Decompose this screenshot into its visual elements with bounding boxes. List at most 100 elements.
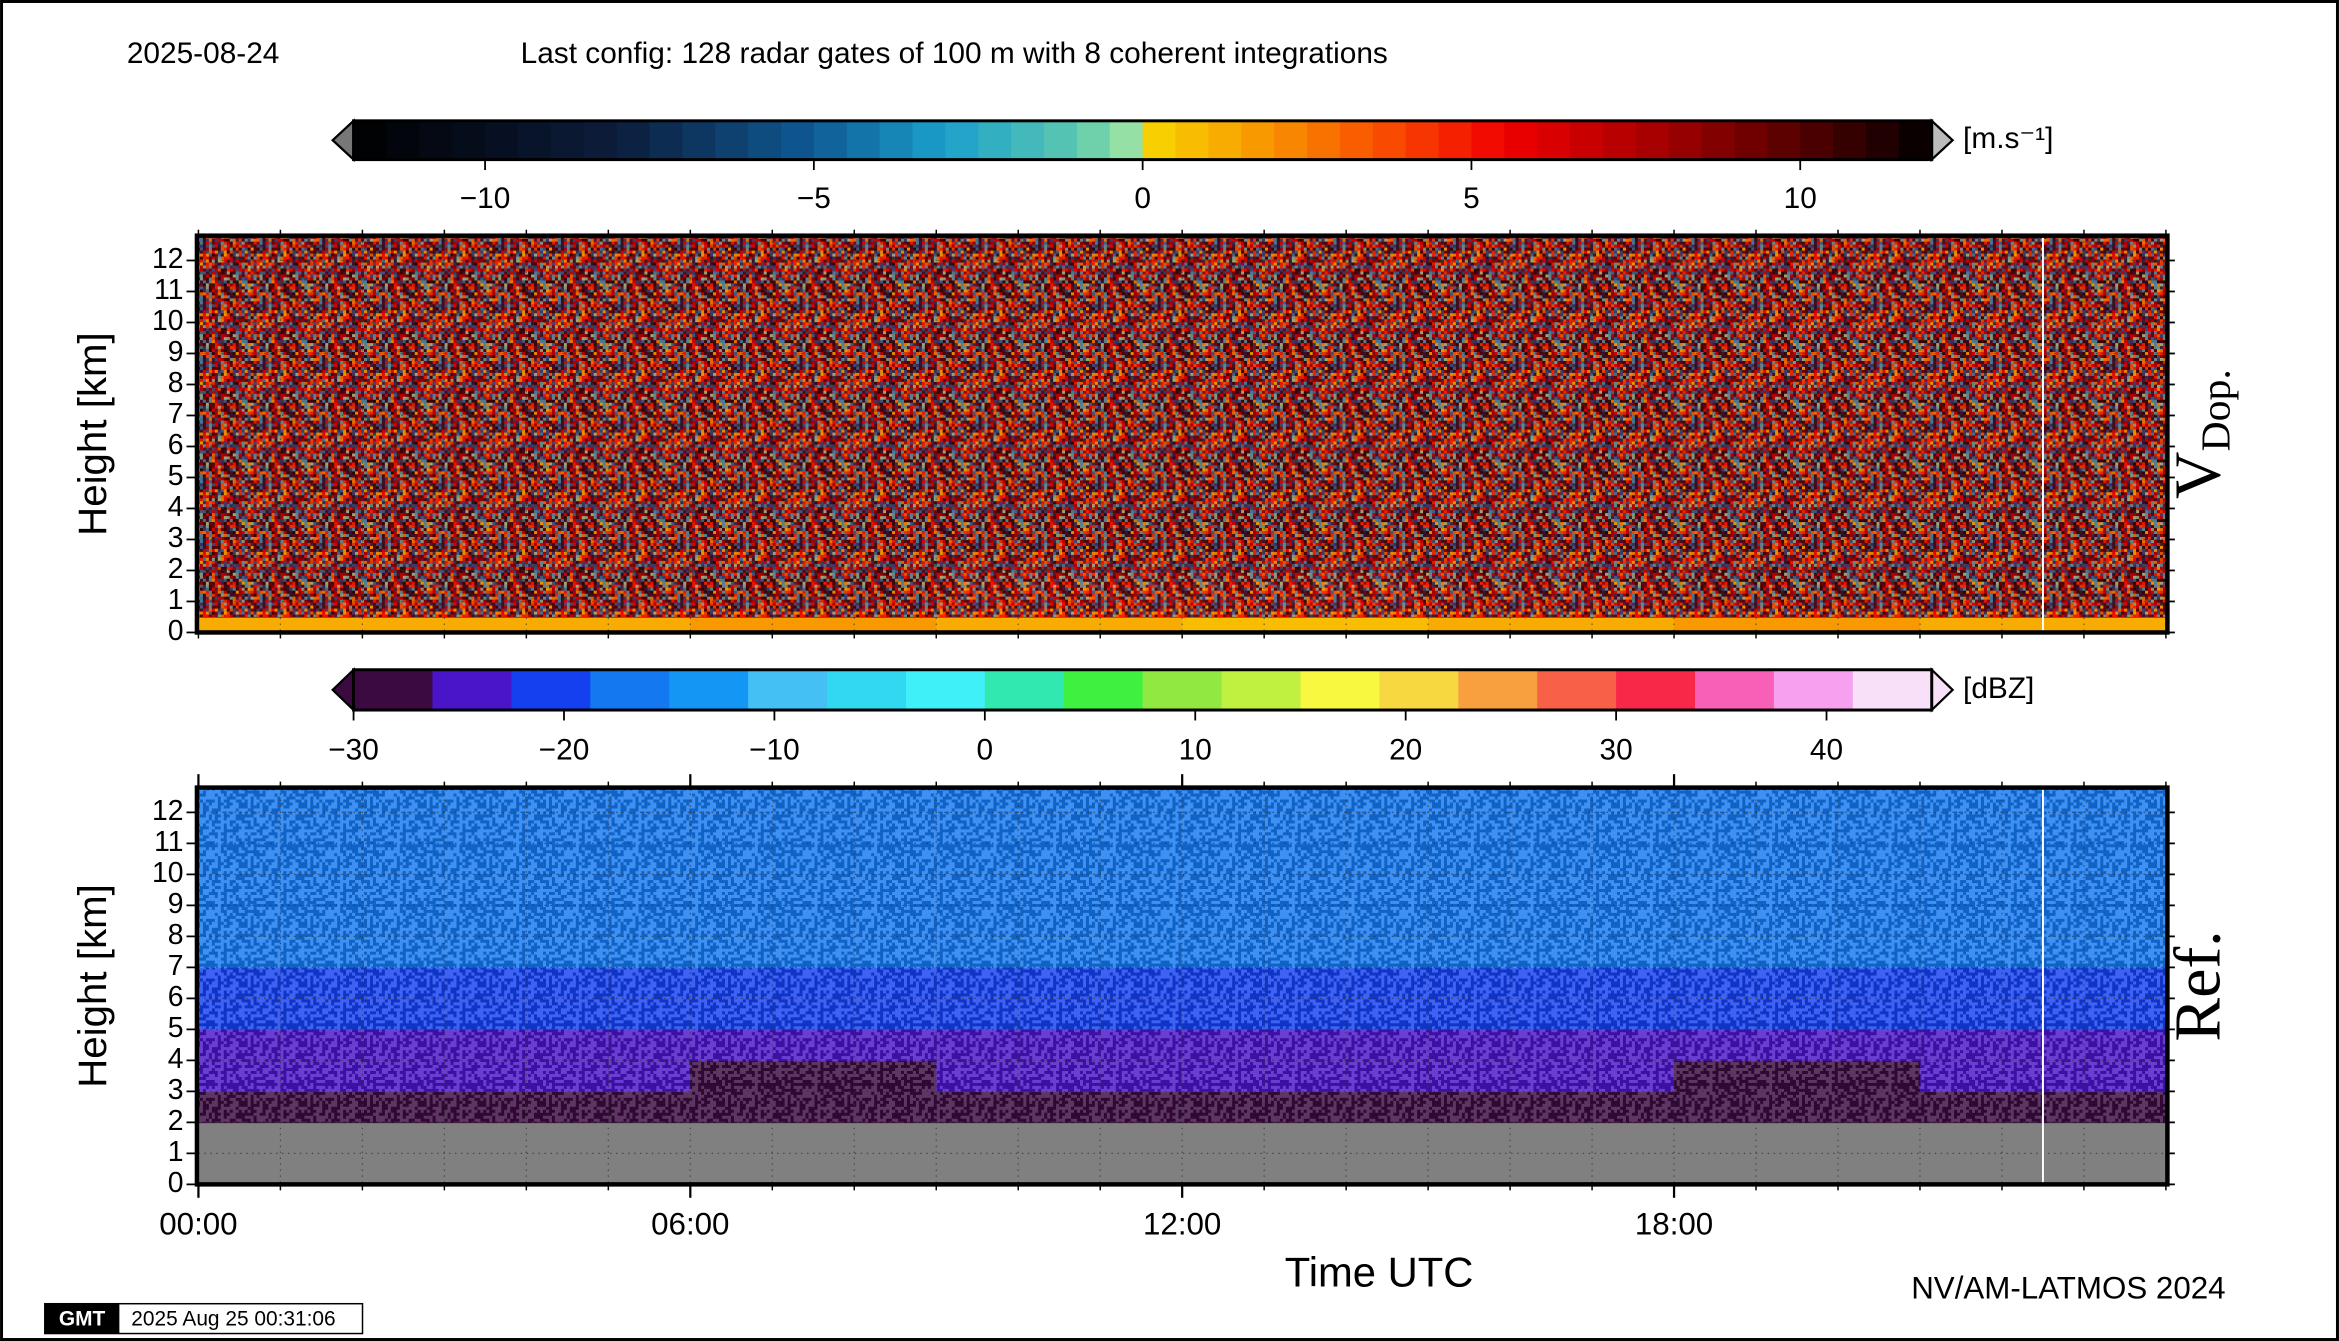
x-tick-label: 12:00 — [1143, 1206, 1221, 1241]
colorbar-swatch — [1076, 120, 1111, 160]
colorbar-swatch — [1011, 120, 1045, 160]
heatmap-cell — [444, 616, 692, 634]
heatmap-cell — [690, 1168, 937, 1186]
colorbar-swatch — [550, 120, 585, 160]
y-tick-label: 3 — [168, 522, 184, 554]
colorbar-swatch — [1471, 120, 1505, 160]
colorbar-unit: [m.s⁻¹] — [1963, 122, 2053, 155]
heatmap-cell — [198, 1168, 446, 1186]
logo-box — [44, 1303, 120, 1334]
title: Last config: 128 radar gates of 100 m wi… — [521, 37, 1388, 70]
colorbar-swatch — [1695, 669, 1775, 711]
y-tick-label: 10 — [152, 857, 184, 889]
y-tick-label: 11 — [154, 274, 183, 306]
colorbar-tick-label: −10 — [460, 182, 511, 215]
colorbar-swatch — [1438, 120, 1473, 160]
colorbar-swatch — [1773, 669, 1854, 711]
colorbar-tick-label: 10 — [1179, 734, 1212, 767]
heatmap-cell — [1182, 1153, 1429, 1170]
panel-label-sub: Dop. — [2193, 369, 2239, 451]
panel-label: VDop. — [2163, 369, 2239, 499]
colorbar-swatch — [353, 120, 388, 160]
colorbar-swatch — [616, 120, 651, 160]
heatmap-cell — [690, 1153, 937, 1170]
colorbar-swatch — [419, 120, 453, 160]
colorbar-swatch — [1208, 120, 1242, 160]
heatmap-cell — [1674, 1168, 1921, 1186]
timestamp: 2025 Aug 25 00:31:06 — [131, 1308, 335, 1331]
colorbar-swatch — [780, 120, 815, 160]
colorbar-swatch — [1734, 120, 1768, 160]
colorbar-swatch — [452, 120, 486, 160]
x-tick-label: 18:00 — [1635, 1206, 1713, 1241]
y-axis-label: Height [km] — [70, 884, 115, 1088]
heatmap-cell — [936, 616, 1183, 634]
y-tick-label: 10 — [152, 305, 184, 337]
heatmap-cell — [1674, 1122, 1921, 1155]
y-tick-label: 12 — [152, 243, 184, 275]
heatmap-cell — [936, 1122, 1183, 1155]
colorbar-swatch — [1570, 120, 1604, 160]
colorbar-swatch — [1175, 120, 1210, 160]
y-axis-label: Height [km] — [70, 332, 115, 536]
heatmap-cell — [444, 1168, 692, 1186]
colorbar-swatch — [1833, 120, 1867, 160]
y-tick-label: 3 — [168, 1074, 184, 1106]
colorbar-swatch — [1241, 120, 1275, 160]
heatmap-cell — [1428, 1122, 1675, 1155]
colorbar-tick-label: 40 — [1810, 734, 1843, 767]
colorbar-swatch — [1767, 120, 1801, 160]
colorbar-swatch — [386, 120, 420, 160]
y-tick-label: 6 — [168, 429, 184, 461]
colorbar-tick-label: 30 — [1600, 734, 1633, 767]
heatmap-cell — [1182, 1122, 1429, 1155]
colorbar-swatch — [1109, 120, 1144, 160]
heatmap-cell — [1428, 616, 1675, 634]
heatmap-cell — [936, 1153, 1183, 1170]
y-tick-label: 9 — [168, 888, 184, 920]
panel-label: Ref. — [2163, 930, 2235, 1041]
x-tick-label: 06:00 — [651, 1206, 729, 1241]
y-tick-label: 5 — [168, 460, 184, 492]
colorbar-swatch — [1616, 669, 1696, 711]
heatmap-cell — [1182, 616, 1429, 634]
colorbar-tick-label: −20 — [539, 734, 590, 767]
colorbar-swatch — [1668, 120, 1703, 160]
y-tick-label: 2 — [168, 553, 184, 585]
colorbar-swatch — [511, 669, 591, 711]
colorbar-swatch — [1372, 120, 1407, 160]
y-tick-label: 12 — [152, 795, 184, 827]
colorbar-swatch — [978, 120, 1012, 160]
colorbar-swatch — [1221, 669, 1302, 711]
colorbar-swatch — [1635, 120, 1670, 160]
colorbar-swatch — [353, 669, 434, 711]
colorbar-swatch — [1142, 669, 1223, 711]
colorbar-swatch — [1537, 120, 1571, 160]
colorbar-swatch — [879, 120, 914, 160]
colorbar-swatch — [669, 669, 749, 711]
colorbar-swatch — [1504, 120, 1538, 160]
y-tick-label: 8 — [168, 919, 184, 951]
x-axis-label: Time UTC — [1285, 1248, 1474, 1295]
colorbar-tick-label: −5 — [797, 182, 831, 215]
heatmap-cell — [1428, 1168, 1675, 1186]
y-tick-label: 9 — [168, 336, 184, 368]
colorbar-swatch — [1537, 669, 1617, 711]
colorbar-swatch — [1044, 120, 1078, 160]
colorbar-swatch — [1458, 669, 1538, 711]
colorbar-swatch — [517, 120, 552, 160]
heatmap-cell — [198, 616, 446, 634]
heatmap-cell — [1428, 1153, 1675, 1170]
heatmap-cell — [1674, 1153, 1921, 1170]
y-tick-label: 7 — [168, 398, 184, 430]
colorbar-swatch — [1800, 120, 1834, 160]
heatmap-cell — [690, 1122, 937, 1155]
colorbar-swatch — [1063, 669, 1144, 711]
y-tick-label: 1 — [168, 1136, 184, 1168]
heatmap-cell — [444, 1122, 692, 1155]
colorbar-swatch — [748, 120, 782, 160]
credit: NV/AM-LATMOS 2024 — [1911, 1271, 2225, 1306]
y-tick-label: 8 — [168, 367, 184, 399]
y-tick-label: 0 — [168, 1167, 184, 1199]
